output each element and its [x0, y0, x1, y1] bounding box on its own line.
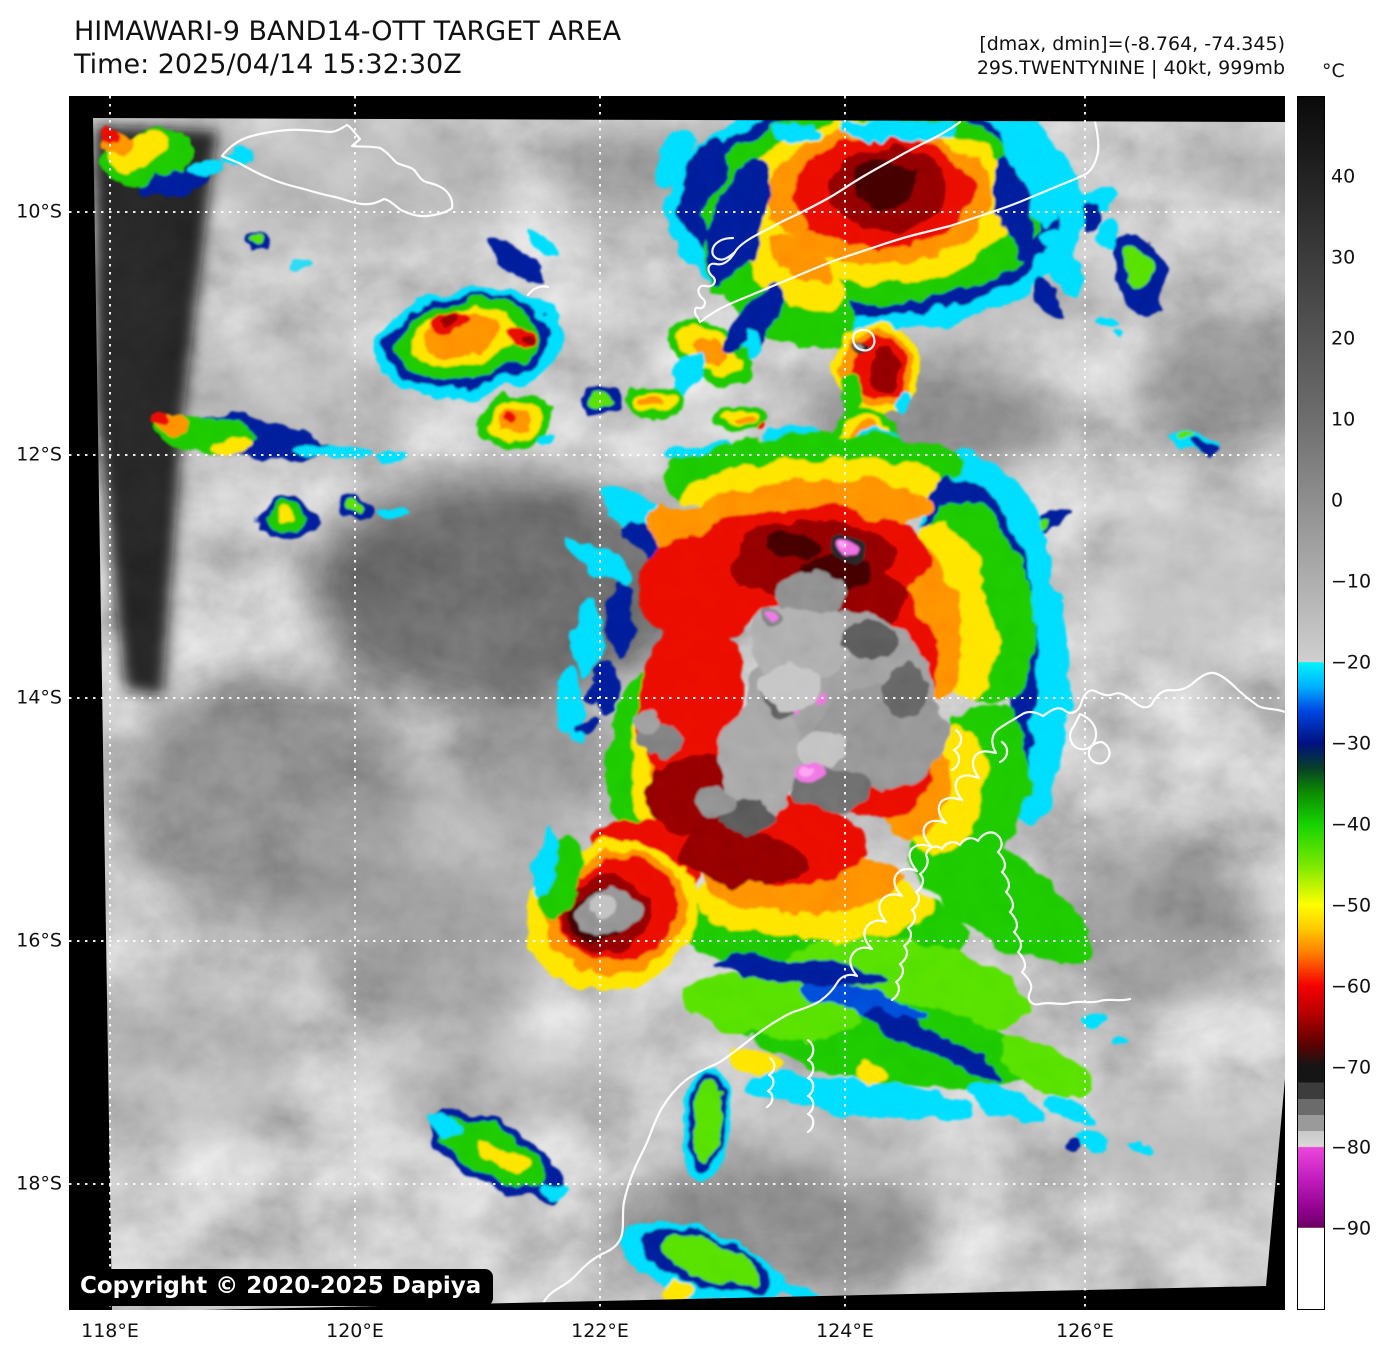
storm-info: 29S.TWENTYNINE | 40kt, 999mb	[976, 57, 1285, 79]
coastline-islands-a	[806, 1038, 815, 1134]
lon-label-124e: 124°E	[816, 1320, 874, 1342]
colorbar-tick-label: −40	[1331, 813, 1372, 836]
texture-overlay	[93, 118, 1285, 1310]
satellite-swath	[93, 118, 1285, 1312]
colorbar-tick-label: 0	[1331, 489, 1344, 512]
coastlines	[220, 120, 1285, 1312]
lat-label-10s: 10°S	[16, 200, 62, 223]
copyright-badge: Copyright © 2020-2025 Dapiya	[69, 1269, 494, 1306]
coastline-islands-b	[765, 1056, 776, 1109]
colorbar-tick-label: −20	[1331, 651, 1372, 674]
colorbar-tick-label: −60	[1331, 975, 1372, 998]
colorbar-gradient	[1297, 96, 1325, 1310]
coastline-islets-right-b	[1087, 740, 1111, 765]
coastline-australia-west	[538, 1010, 795, 1312]
colorbar-tick-label: 40	[1331, 165, 1356, 188]
coastline-australia-kimberley	[791, 671, 1285, 1014]
timestamp: Time: 2025/04/14 15:32:30Z	[74, 49, 462, 80]
lat-label-18s: 18°S	[16, 1172, 62, 1195]
colorbar-tick-label: 30	[1331, 246, 1356, 269]
coastline-islets-right-c	[950, 728, 1009, 772]
colorbar-tick-label: −50	[1331, 894, 1372, 917]
grid-lines	[69, 96, 1285, 1310]
lon-label-120e: 120°E	[326, 1320, 384, 1342]
coastline-timor-west-end	[693, 250, 737, 324]
colorbar-tick-label: 20	[1331, 327, 1356, 350]
coastline-islet-wetar	[852, 328, 876, 352]
dmax-dmin-readout: [dmax, dmin]=(-8.764, -74.345)	[979, 33, 1285, 55]
coastline-peninsulas	[890, 831, 1132, 1006]
colorbar-unit-label: °C	[1322, 60, 1345, 82]
lat-label-14s: 14°S	[16, 686, 62, 709]
colorbar-tick-label: −80	[1331, 1136, 1372, 1159]
coastline-timor-north	[711, 120, 962, 261]
colorbar-tick-label: −30	[1331, 732, 1372, 755]
colorbar-tick-label: 10	[1331, 408, 1356, 431]
lat-label-12s: 12°S	[16, 443, 62, 466]
coastline-islet-savu	[526, 285, 550, 297]
lon-label-122e: 122°E	[571, 1320, 629, 1342]
lon-label-126e: 126°E	[1056, 1320, 1114, 1342]
coastline-sumba	[220, 123, 454, 218]
coastline-islets-right-a	[1069, 712, 1098, 751]
colorbar-tick-label: −70	[1331, 1056, 1372, 1079]
lat-label-16s: 16°S	[16, 929, 62, 952]
colorbar-tick-label: −90	[1331, 1217, 1372, 1240]
colorbar-tick-label: −10	[1331, 570, 1372, 593]
coastline-timor-south	[698, 120, 1100, 324]
page-title: HIMAWARI-9 BAND14-OTT TARGET AREA	[74, 16, 622, 47]
lon-label-118e: 118°E	[81, 1320, 139, 1342]
